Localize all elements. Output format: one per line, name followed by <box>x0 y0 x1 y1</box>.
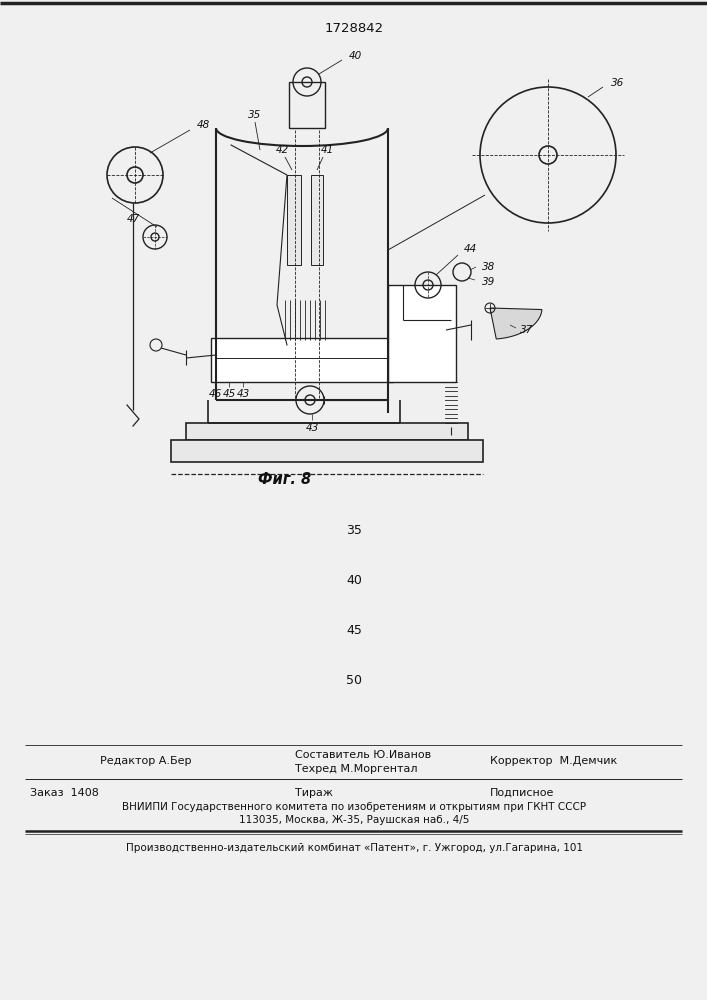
Text: 38: 38 <box>482 262 495 272</box>
Text: 40: 40 <box>349 51 362 61</box>
Text: Фиг. 8: Фиг. 8 <box>258 473 311 488</box>
Bar <box>289 82 325 128</box>
Text: 44: 44 <box>464 244 477 254</box>
Text: 41: 41 <box>320 145 334 155</box>
Text: 36: 36 <box>611 78 624 88</box>
Text: 45: 45 <box>223 389 235 399</box>
Text: 42: 42 <box>275 145 288 155</box>
Text: 35: 35 <box>346 524 362 536</box>
Text: 1728842: 1728842 <box>325 21 384 34</box>
Bar <box>311 175 323 265</box>
Text: 39: 39 <box>482 277 495 287</box>
Bar <box>171 440 483 462</box>
Text: Заказ  1408: Заказ 1408 <box>30 788 99 798</box>
Text: 43: 43 <box>305 423 319 433</box>
Text: 35: 35 <box>248 110 262 120</box>
Text: Техред М.Моргентал: Техред М.Моргентал <box>295 764 418 774</box>
Text: 47: 47 <box>127 214 140 224</box>
Bar <box>287 175 301 265</box>
Text: 43: 43 <box>236 389 250 399</box>
Text: Подписное: Подписное <box>490 788 554 798</box>
Bar <box>211 338 393 382</box>
Text: 45: 45 <box>346 624 362 637</box>
Text: 46: 46 <box>209 389 221 399</box>
Text: 48: 48 <box>197 120 210 130</box>
Bar <box>388 285 456 382</box>
Text: ВНИИПИ Государственного комитета по изобретениям и открытиям при ГКНТ СССР: ВНИИПИ Государственного комитета по изоб… <box>122 802 586 812</box>
Text: Редактор А.Бер: Редактор А.Бер <box>100 756 192 766</box>
Text: Корректор  М.Демчик: Корректор М.Демчик <box>490 756 617 766</box>
Text: Составитель Ю.Иванов: Составитель Ю.Иванов <box>295 750 431 760</box>
Text: Тираж: Тираж <box>295 788 333 798</box>
Text: 113035, Москва, Ж-35, Раушская наб., 4/5: 113035, Москва, Ж-35, Раушская наб., 4/5 <box>239 815 469 825</box>
Bar <box>186 423 468 440</box>
Text: 40: 40 <box>346 574 362 586</box>
Text: 50: 50 <box>346 674 362 686</box>
Text: 37: 37 <box>520 325 533 335</box>
Text: Производственно-издательский комбинат «Патент», г. Ужгород, ул.Гагарина, 101: Производственно-издательский комбинат «П… <box>126 843 583 853</box>
Polygon shape <box>490 308 542 339</box>
